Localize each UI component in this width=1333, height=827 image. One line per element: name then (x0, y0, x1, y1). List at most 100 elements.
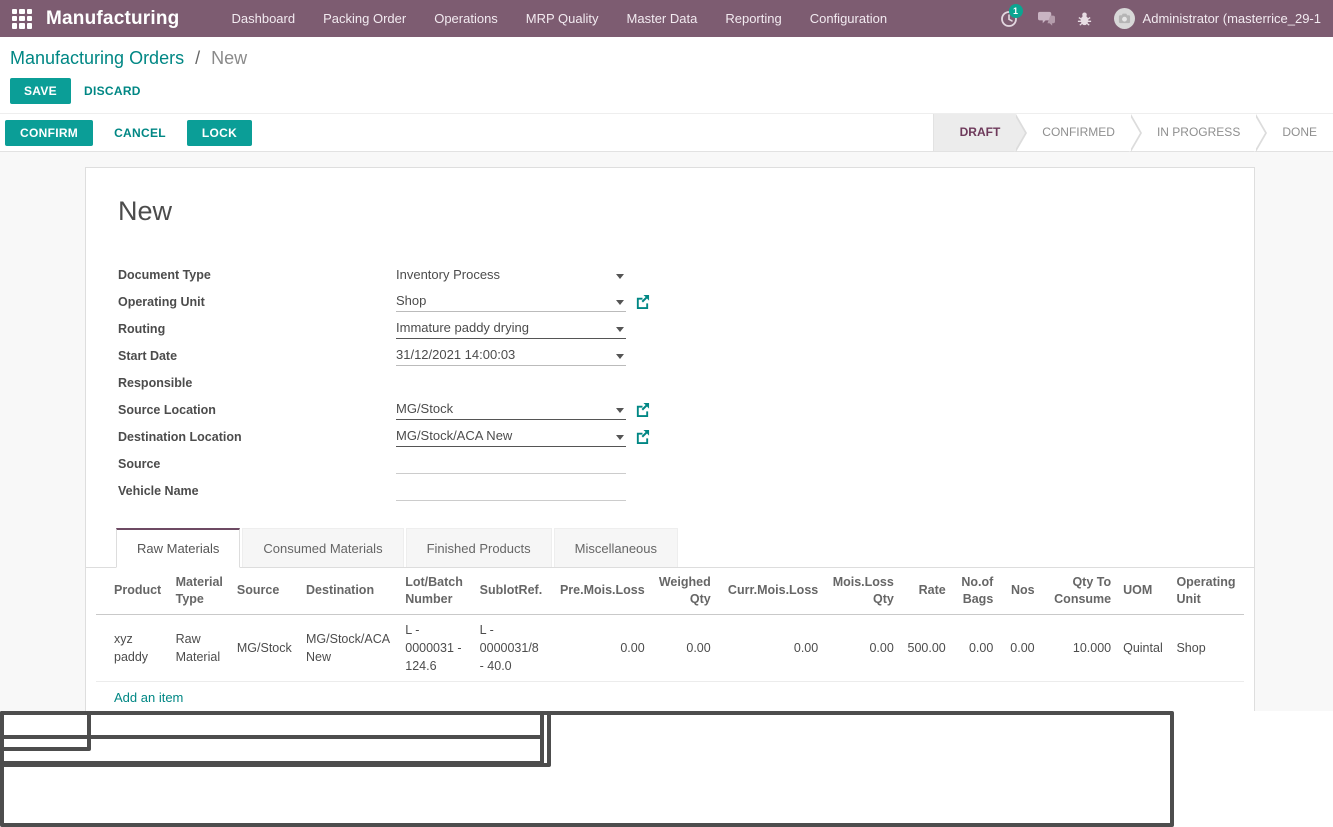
annotation-box-document-type (0, 711, 544, 739)
vehicle-name-input[interactable] (396, 481, 626, 501)
systray: 1 Administrator (masterrice_29-1 (992, 0, 1321, 37)
dropdown-caret-icon (616, 273, 624, 279)
menu-mrp-quality[interactable]: MRP Quality (525, 11, 599, 26)
col-operating-unit: Operating Unit (1170, 568, 1244, 615)
document-type-select[interactable]: Inventory Process (396, 265, 626, 285)
cell-lot-batch-number[interactable]: L - 0000031 - 124.6 (399, 614, 474, 683)
app-title[interactable]: Manufacturing (46, 7, 180, 29)
activities-clock-icon[interactable]: 1 (992, 0, 1026, 37)
status-step-done[interactable]: DONE (1256, 114, 1333, 152)
annotation-box-routing-start-date (0, 711, 544, 765)
tab-consumed-materials[interactable]: Consumed Materials (242, 528, 404, 567)
field-row-responsible: Responsible (118, 369, 1222, 396)
breadcrumb-separator: / (195, 48, 201, 68)
cell-source[interactable]: MG/Stock (230, 614, 301, 683)
edit-actions: SAVE DISCARD (10, 78, 1323, 113)
cell-material-type[interactable]: Raw Material (169, 614, 231, 683)
menu-configuration[interactable]: Configuration (809, 11, 888, 26)
source-input[interactable] (396, 454, 626, 474)
col-nos: Nos (999, 568, 1041, 615)
raw-materials-table: Product Material Type Source Destination… (96, 568, 1244, 711)
breadcrumb-manufacturing-orders[interactable]: Manufacturing Orders (10, 48, 185, 68)
confirm-button[interactable]: CONFIRM (5, 119, 94, 146)
debug-bug-icon[interactable] (1068, 0, 1102, 37)
col-pre-mois-loss: Pre.Mois.Loss (550, 568, 651, 615)
breadcrumb-current: New (211, 48, 248, 68)
destination-location-external-link-icon[interactable] (635, 429, 650, 444)
routing-select[interactable]: Immature paddy drying (396, 318, 626, 339)
operating-unit-value: Shop (396, 293, 427, 308)
tab-miscellaneous[interactable]: Miscellaneous (553, 528, 679, 567)
document-type-label: Document Type (118, 267, 211, 282)
cell-no-of-bags[interactable]: 0.00 (951, 614, 1000, 683)
col-curr-mois-loss: Curr.Mois.Loss (716, 568, 825, 615)
tab-raw-materials[interactable]: Raw Materials (116, 528, 241, 568)
start-date-picker[interactable]: 31/12/2021 14:00:03 (396, 345, 626, 366)
breadcrumb: Manufacturing Orders / New (10, 48, 1323, 69)
col-material-type: Material Type (169, 568, 231, 615)
responsible-label: Responsible (118, 375, 193, 390)
cancel-button[interactable]: CANCEL (101, 120, 179, 146)
field-row-start-date: Start Date 31/12/2021 14:00:03 (118, 342, 1222, 369)
add-an-item-link[interactable]: Add an item (114, 690, 184, 706)
menu-dashboard[interactable]: Dashboard (231, 11, 296, 26)
status-step-confirmed[interactable]: CONFIRMED (1016, 114, 1142, 152)
status-step-draft[interactable]: DRAFT (932, 114, 1027, 152)
menu-operations[interactable]: Operations (434, 11, 498, 26)
source-location-select[interactable]: MG/Stock (396, 399, 626, 420)
cell-destination[interactable]: MG/Stock/ACA New (300, 614, 400, 683)
cell-product[interactable]: xyz paddy (96, 614, 170, 683)
field-row-destination-location: Destination Location MG/Stock/ACA New (118, 423, 1222, 450)
source-location-external-link-icon[interactable] (635, 402, 650, 417)
field-row-document-type: Document Type Inventory Process (118, 261, 1222, 288)
user-avatar (1113, 8, 1135, 29)
datepicker-caret-icon (616, 354, 624, 359)
routing-value: Immature paddy drying (396, 320, 529, 335)
save-button[interactable]: SAVE (10, 78, 71, 104)
table-header-row: Product Material Type Source Destination… (96, 568, 1244, 615)
cell-uom[interactable]: Quintal (1117, 614, 1171, 683)
menu-reporting[interactable]: Reporting (725, 11, 782, 26)
tab-finished-products[interactable]: Finished Products (405, 528, 552, 567)
destination-location-value: MG/Stock/ACA New (396, 428, 513, 443)
user-name: Administrator (masterrice_29-1 (1142, 11, 1321, 26)
user-menu[interactable]: Administrator (masterrice_29-1 (1106, 8, 1321, 29)
cell-qty-to-consume[interactable]: 10.000 (1040, 614, 1118, 683)
content-area: New Document Type Inventory Process Oper… (0, 152, 1333, 711)
field-row-operating-unit: Operating Unit Shop (118, 288, 1222, 315)
cell-weighed-qty[interactable]: 0.00 (650, 614, 717, 683)
destination-location-select[interactable]: MG/Stock/ACA New (396, 426, 626, 447)
messages-icon[interactable] (1030, 0, 1064, 37)
cell-nos[interactable]: 0.00 (999, 614, 1041, 683)
cell-sublot-ref[interactable]: L - 0000031/8 - 40.0 (473, 614, 551, 683)
discard-button[interactable]: DISCARD (71, 78, 154, 104)
statusbar: CONFIRM CANCEL LOCK DRAFT CONFIRMED IN P… (0, 113, 1333, 152)
status-step-in-progress[interactable]: IN PROGRESS (1130, 114, 1268, 152)
activity-count-badge: 1 (1008, 4, 1023, 18)
menu-master-data[interactable]: Master Data (626, 11, 698, 26)
cell-pre-mois-loss[interactable]: 0.00 (550, 614, 651, 683)
form-sheet: New Document Type Inventory Process Oper… (85, 167, 1255, 711)
operating-unit-select[interactable]: Shop (396, 291, 626, 312)
field-row-vehicle-name: Vehicle Name (118, 477, 1222, 504)
menu-packing-order[interactable]: Packing Order (323, 11, 407, 26)
responsible-input[interactable] (396, 380, 626, 385)
cell-curr-mois-loss[interactable]: 0.00 (716, 614, 825, 683)
dropdown-caret-icon (616, 435, 624, 440)
dropdown-caret-icon (616, 327, 624, 332)
source-label: Source (118, 456, 161, 471)
operating-unit-external-link-icon[interactable] (635, 294, 650, 309)
main-menu: Dashboard Packing Order Operations MRP Q… (218, 0, 902, 37)
cell-mois-loss-qty[interactable]: 0.00 (824, 614, 900, 683)
dropdown-caret-icon (616, 408, 624, 413)
cell-rate[interactable]: 500.00 (899, 614, 952, 683)
col-weighed-qty: Weighed Qty (650, 568, 717, 615)
col-source: Source (230, 568, 301, 615)
col-destination: Destination (300, 568, 400, 615)
cell-operating-unit[interactable]: Shop (1170, 614, 1244, 683)
field-row-source-location: Source Location MG/Stock (118, 396, 1222, 423)
col-qty-to-consume: Qty To Consume (1040, 568, 1118, 615)
source-location-value: MG/Stock (396, 401, 454, 416)
lock-button[interactable]: LOCK (186, 119, 253, 146)
apps-menu-icon[interactable] (12, 8, 32, 29)
